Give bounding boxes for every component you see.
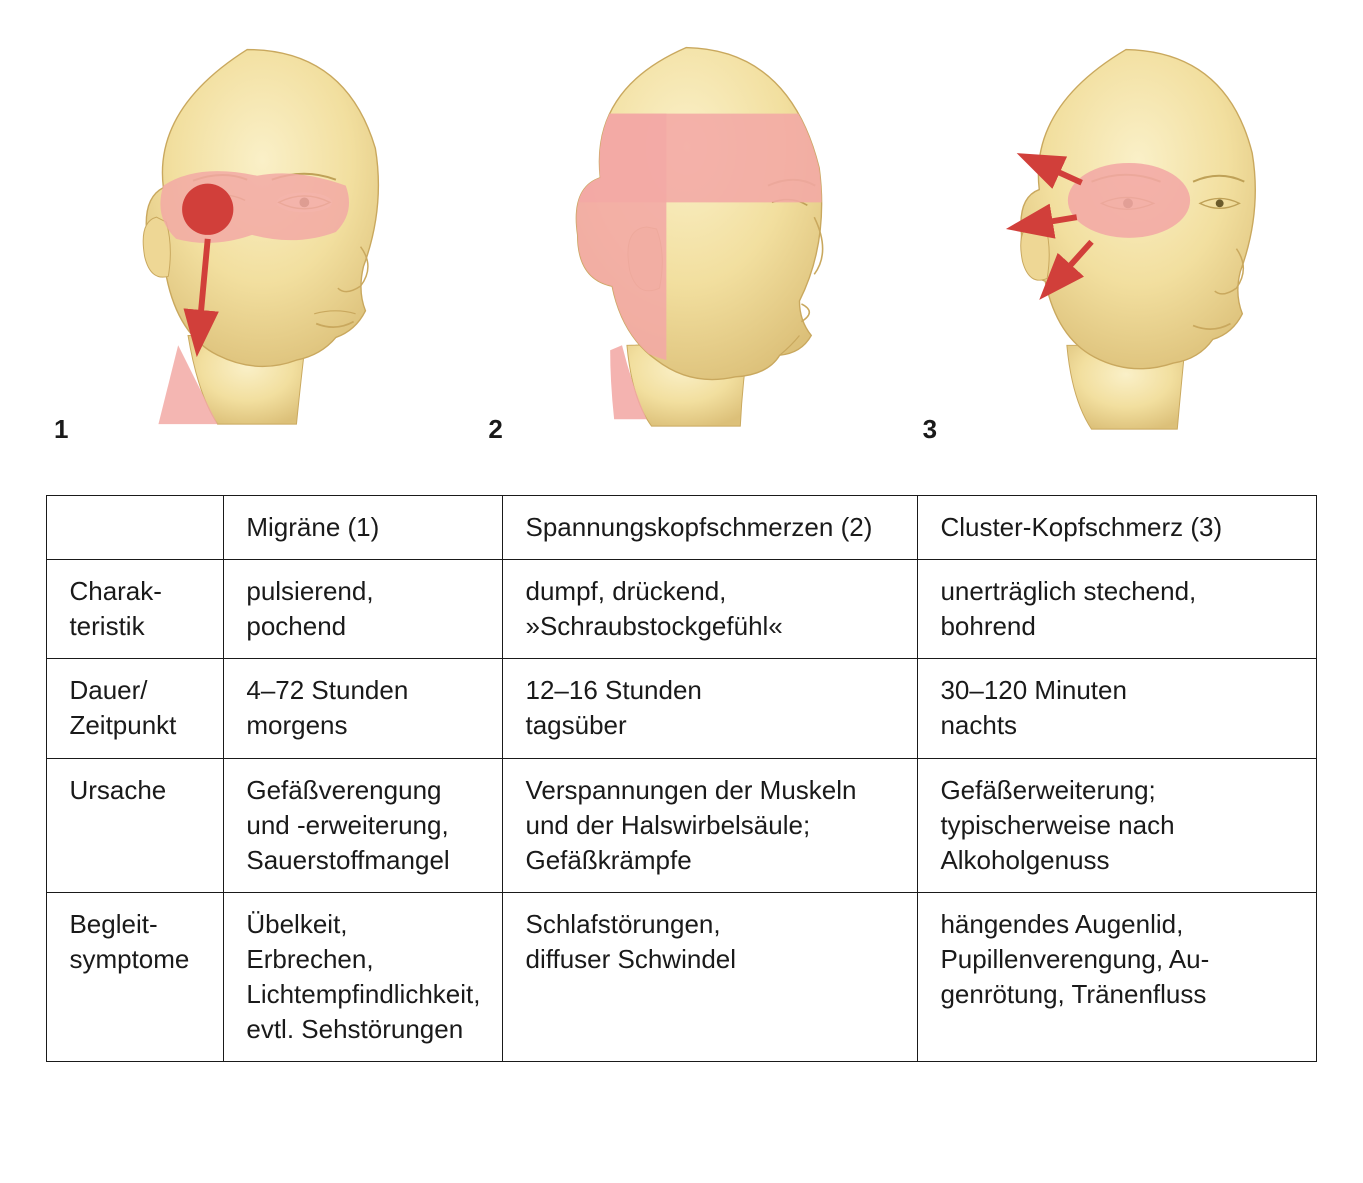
- cell: Übelkeit, Erbrechen,Lichtempfindlichkeit…: [224, 892, 503, 1061]
- col-header-tension: Spannungskopfschmerzen (2): [503, 496, 918, 560]
- table-header-row: Migräne (1) Spannungskopfschmerzen (2) C…: [47, 496, 1316, 560]
- row-header-charakteristik: Charak-teristik: [47, 560, 224, 659]
- head-tension-svg: [484, 20, 878, 434]
- head-migraine-svg: [50, 20, 444, 434]
- figure-label-2: 2: [488, 414, 502, 445]
- row-header-dauer: Dauer/Zeitpunkt: [47, 659, 224, 758]
- table-row: Charak-teristik pulsierend,pochend dumpf…: [47, 560, 1316, 659]
- figure-migraine: 1: [50, 20, 444, 445]
- col-header-empty: [47, 496, 224, 560]
- cell: 30–120 Minutennachts: [918, 659, 1316, 758]
- cell: Schlafstörungen,diffuser Schwindel: [503, 892, 918, 1061]
- figure-tension: 2: [484, 20, 878, 445]
- head-cluster-svg: [919, 20, 1313, 434]
- table-row: Dauer/Zeitpunkt 4–72 Stundenmorgens 12–1…: [47, 659, 1316, 758]
- cell: Verspannungen der Muskelnund der Halswir…: [503, 758, 918, 892]
- cell: unerträglich stechend,bohrend: [918, 560, 1316, 659]
- figure-cluster: 3: [919, 20, 1313, 445]
- figure-label-3: 3: [923, 414, 937, 445]
- headache-figures-row: 1: [20, 20, 1343, 465]
- table-row: Begleit-symptome Übelkeit, Erbrechen,Lic…: [47, 892, 1316, 1061]
- cell: hängendes Augenlid,Pupillenverengung, Au…: [918, 892, 1316, 1061]
- cell: Gefäßerweiterung;typischerweise nachAlko…: [918, 758, 1316, 892]
- cell: dumpf, drückend,»Schraubstockgefühl«: [503, 560, 918, 659]
- col-header-migraine: Migräne (1): [224, 496, 503, 560]
- row-header-begleitsymptome: Begleit-symptome: [47, 892, 224, 1061]
- table-row: Ursache Gefäßverengungund -erweiterung,S…: [47, 758, 1316, 892]
- cell: pulsierend,pochend: [224, 560, 503, 659]
- col-header-cluster: Cluster-Kopfschmerz (3): [918, 496, 1316, 560]
- cell: 4–72 Stundenmorgens: [224, 659, 503, 758]
- figure-label-1: 1: [54, 414, 68, 445]
- headache-comparison-table: Migräne (1) Spannungskopfschmerzen (2) C…: [46, 495, 1316, 1062]
- cell: 12–16 Stundentagsüber: [503, 659, 918, 758]
- row-header-ursache: Ursache: [47, 758, 224, 892]
- cell: Gefäßverengungund -erweiterung,Sauerstof…: [224, 758, 503, 892]
